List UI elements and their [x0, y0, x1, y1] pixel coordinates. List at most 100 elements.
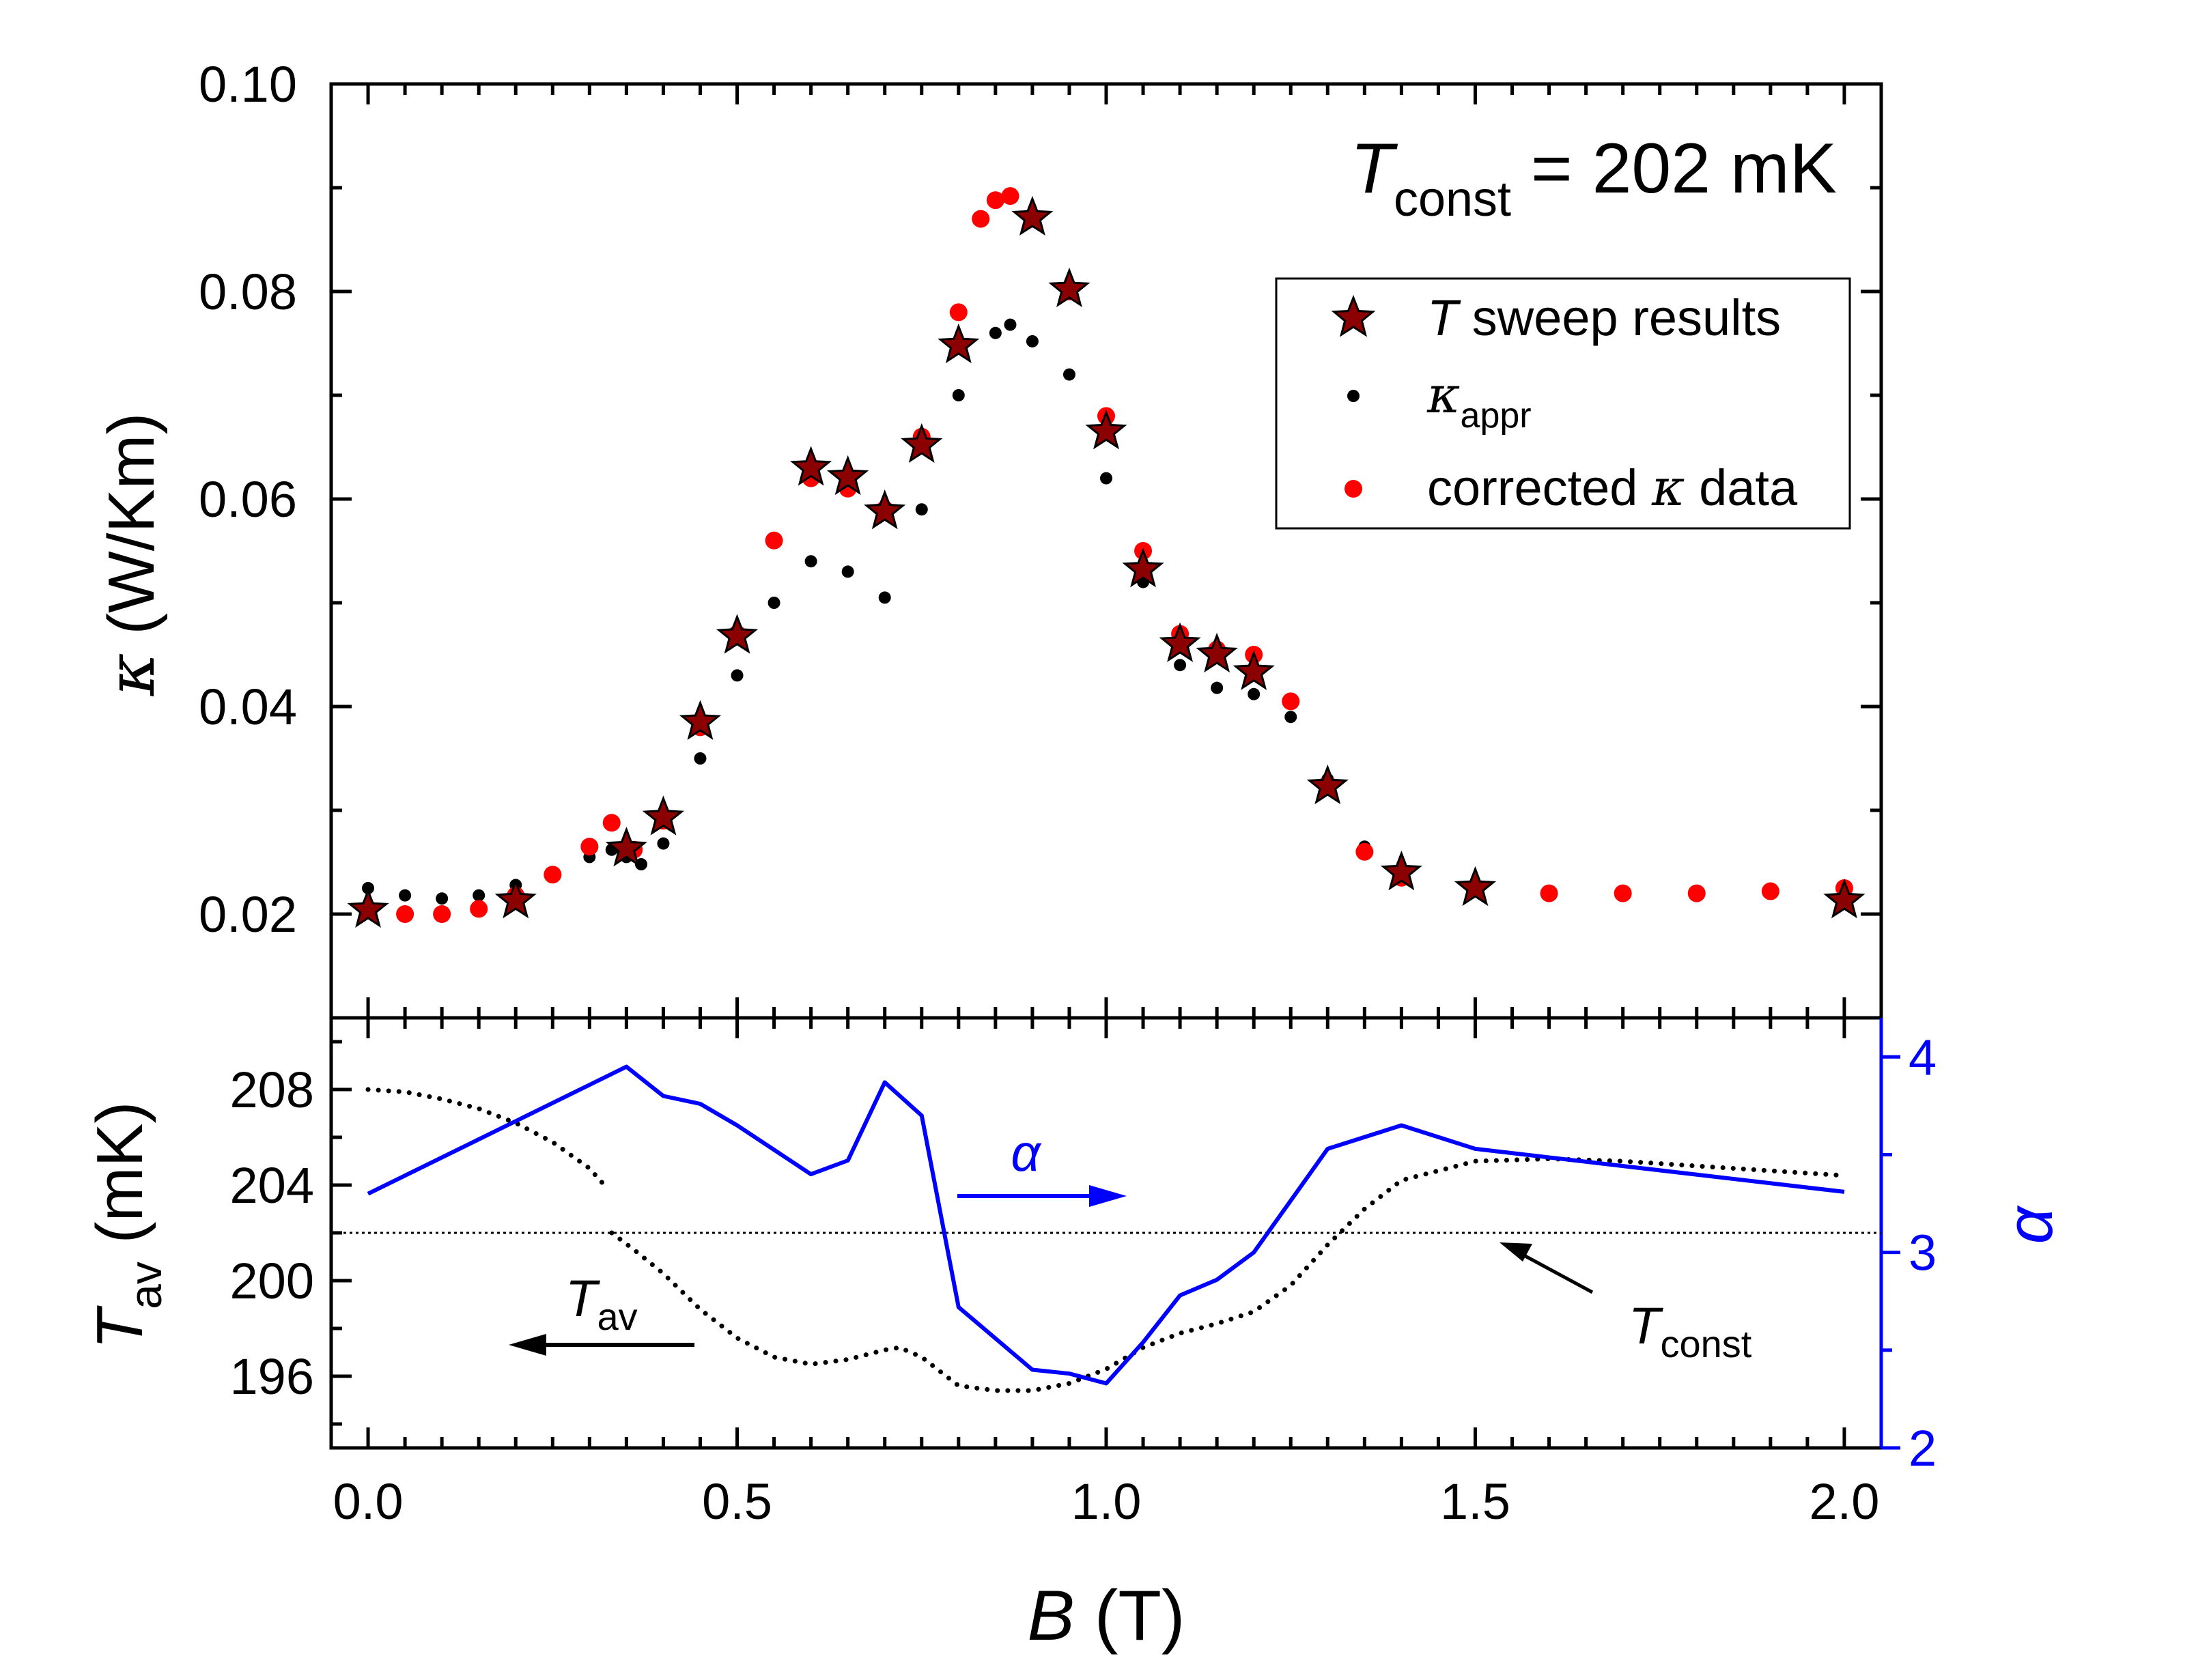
alpha-curve — [367, 1064, 1845, 1386]
kappa-appr-point — [1100, 472, 1112, 485]
t-sweep-star — [1122, 547, 1164, 588]
alpha-arrow-label: α — [1011, 1124, 1042, 1182]
x-axis-label: B (T) — [1027, 1576, 1185, 1655]
corrected-kappa-point — [1614, 884, 1632, 902]
kappa-appr-point — [768, 597, 780, 609]
kappa-series — [347, 187, 1866, 928]
t-sweep-star — [1196, 632, 1238, 673]
t-sweep-star — [1306, 764, 1349, 805]
tav-y-tick-label: 208 — [230, 1062, 314, 1118]
alpha-y-axis-label: α — [1993, 1205, 2066, 1244]
corrected-kappa-point — [602, 814, 621, 832]
x-tick-label: 2.0 — [1810, 1473, 1880, 1530]
corrected-kappa-point — [433, 905, 451, 923]
alpha-y-tick-label: 4 — [1909, 1029, 1937, 1085]
tav-alpha-panel: 0.0 0.5 1.0 1.5 2.0 196 200 204 208 2 3 4 Tav (mK… — [83, 1016, 2066, 1530]
alpha-y-tick-label: 2 — [1909, 1420, 1937, 1477]
x-tick-label: 0.5 — [702, 1473, 772, 1530]
kappa-appr-point — [657, 837, 670, 850]
tav-y-axis-label: Tav (mK) — [83, 1102, 171, 1350]
t-sweep-star — [1159, 622, 1201, 662]
t-sweep-star — [827, 455, 869, 496]
x-tick-label: 0.0 — [333, 1473, 404, 1530]
corrected-kappa-point — [972, 210, 990, 228]
kappa-appr-point — [915, 503, 928, 516]
kappa-appr-point — [804, 555, 817, 568]
kappa-y-ticks: 0.02 0.04 0.06 0.08 0.10 — [199, 56, 1881, 1020]
t-sweep-star — [1454, 866, 1497, 907]
tav-y-ticks: 196 200 204 208 — [230, 1040, 352, 1426]
kappa-appr-point — [878, 591, 891, 604]
tconst-annotation: Tconst = 202 mK — [1350, 129, 1837, 227]
tav-curve — [365, 1087, 607, 1188]
legend-corrected-label: corrected κ data — [1427, 459, 1798, 517]
corrected-kappa-point — [1282, 692, 1300, 711]
t-sweep-star — [1823, 879, 1866, 919]
t-sweep-star — [1085, 410, 1127, 450]
tav-y-tick-label: 204 — [230, 1157, 314, 1214]
corrected-kappa-point — [1687, 884, 1706, 902]
kappa-appr-point — [436, 892, 449, 905]
kappa-panel: 0.02 0.04 0.06 0.08 0.10 κ (W/Km) Tconst = 2… — [93, 56, 1883, 1020]
tav-arrow-label: Tav — [565, 1270, 638, 1338]
kappa-y-tick-label: 0.06 — [199, 471, 297, 528]
t-sweep-star — [642, 795, 685, 836]
corrected-kappa-point — [1540, 884, 1558, 902]
t-sweep-star — [605, 827, 647, 867]
corrected-kappa-point — [765, 531, 783, 550]
tconst-arrow-shaft — [1521, 1253, 1594, 1294]
kappa-appr-point — [1211, 681, 1224, 694]
t-sweep-star — [1380, 851, 1422, 891]
kappa-appr-point — [1026, 334, 1039, 347]
kappa-appr-point — [1284, 711, 1297, 724]
tav-curve — [609, 1156, 1847, 1393]
b-x-ticks: 0.0 0.5 1.0 1.5 2.0 — [333, 1018, 1880, 1530]
kappa-appr-point — [635, 858, 647, 871]
kappa-x-ticks — [366, 84, 1846, 1018]
t-sweep-star — [679, 700, 722, 740]
legend-box — [1275, 277, 1851, 530]
corrected-kappa-point — [1761, 882, 1779, 900]
t-sweep-star — [1048, 267, 1090, 307]
alpha-y-tick-label: 3 — [1909, 1225, 1937, 1281]
kappa-y-tick-label: 0.08 — [199, 264, 297, 320]
t-sweep-star — [1011, 195, 1054, 236]
x-tick-label: 1.5 — [1440, 1473, 1510, 1530]
tav-y-tick-label: 196 — [230, 1348, 314, 1405]
alpha-arrow-head — [1089, 1185, 1127, 1207]
kappa-appr-point — [731, 669, 744, 682]
legend-star-marker — [1331, 294, 1376, 337]
corrected-kappa-point — [470, 900, 488, 918]
corrected-kappa-point — [580, 838, 599, 856]
kappa-y-axis-label: κ (W/Km) — [93, 413, 169, 697]
kappa-appr-point — [1248, 687, 1261, 700]
t-sweep-star — [347, 887, 389, 928]
kappa-y-tick-label: 0.04 — [199, 679, 297, 735]
tconst-arrow-head — [1500, 1242, 1532, 1262]
tconst-arrow-label: Tconst — [1629, 1297, 1752, 1365]
t-sweep-star — [716, 614, 759, 654]
legend-red-marker — [1345, 480, 1362, 498]
kappa-appr-point — [694, 752, 707, 765]
kappa-appr-point — [1062, 368, 1075, 381]
t-sweep-star — [864, 489, 906, 530]
kappa-appr-point — [1174, 659, 1187, 672]
kappa-y-tick-label: 0.10 — [199, 56, 297, 113]
kappa-y-tick-label: 0.02 — [199, 886, 297, 943]
alpha-y-ticks: 2 3 4 — [1881, 1029, 1937, 1477]
t-sweep-star — [901, 423, 943, 463]
legend-black-marker — [1347, 390, 1360, 402]
corrected-kappa-point — [1001, 187, 1019, 205]
tav-y-tick-label: 200 — [230, 1253, 314, 1309]
corrected-kappa-point — [1355, 842, 1374, 861]
x-tick-label: 1.0 — [1071, 1473, 1142, 1530]
t-sweep-star — [1233, 650, 1275, 690]
legend: T sweep results κappr corrected κ data — [1275, 277, 1851, 530]
corrected-kappa-point — [544, 866, 562, 884]
kappa-appr-point — [841, 565, 854, 578]
kappa-appr-point — [1004, 318, 1017, 331]
kappa-appr-point — [989, 326, 1002, 339]
kappa-appr-point — [473, 889, 485, 902]
corrected-kappa-point — [949, 303, 968, 322]
